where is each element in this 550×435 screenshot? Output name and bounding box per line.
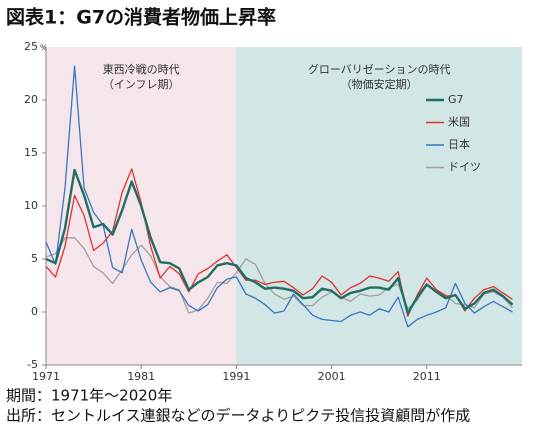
x-tick-label: 2011 [413,370,441,383]
legend-label: G7 [448,93,464,106]
legend-label: ドイツ [448,161,481,174]
x-tick-label: 1971 [32,370,60,383]
y-tick-label: 25 [24,40,38,53]
period-label: グローバリゼーションの時代 [308,62,451,76]
y-tick-label: -5 [27,358,38,371]
footnote: 期間：1971年～2020年 [6,387,172,405]
unit-label: % [40,44,48,53]
period-label: 東西冷戦の時代 [103,63,180,76]
period-label: （物価安定期） [341,77,418,91]
x-tick-label: 2001 [318,370,346,383]
legend-label: 米国 [448,116,470,129]
y-tick-label: 20 [24,93,38,106]
y-tick-label: 5 [31,252,38,265]
series-line [45,168,513,317]
period-band [236,47,522,365]
chart-title: 図表1：G7の消費者物価上昇率 [6,6,276,29]
legend-label: 日本 [448,137,470,151]
series-line [45,65,513,328]
y-tick-label: 15 [24,146,38,159]
x-tick-label: 1991 [222,370,250,383]
y-tick-label: 0 [31,305,38,318]
y-tick-label: 10 [24,199,38,212]
period-label: （インフレ期） [103,78,180,91]
series-line [45,168,514,315]
x-tick-label: 1981 [127,370,155,383]
footnote: 出所：セントルイス連銀などのデータよりピクテ投信投資顧問が作成 [6,407,470,425]
